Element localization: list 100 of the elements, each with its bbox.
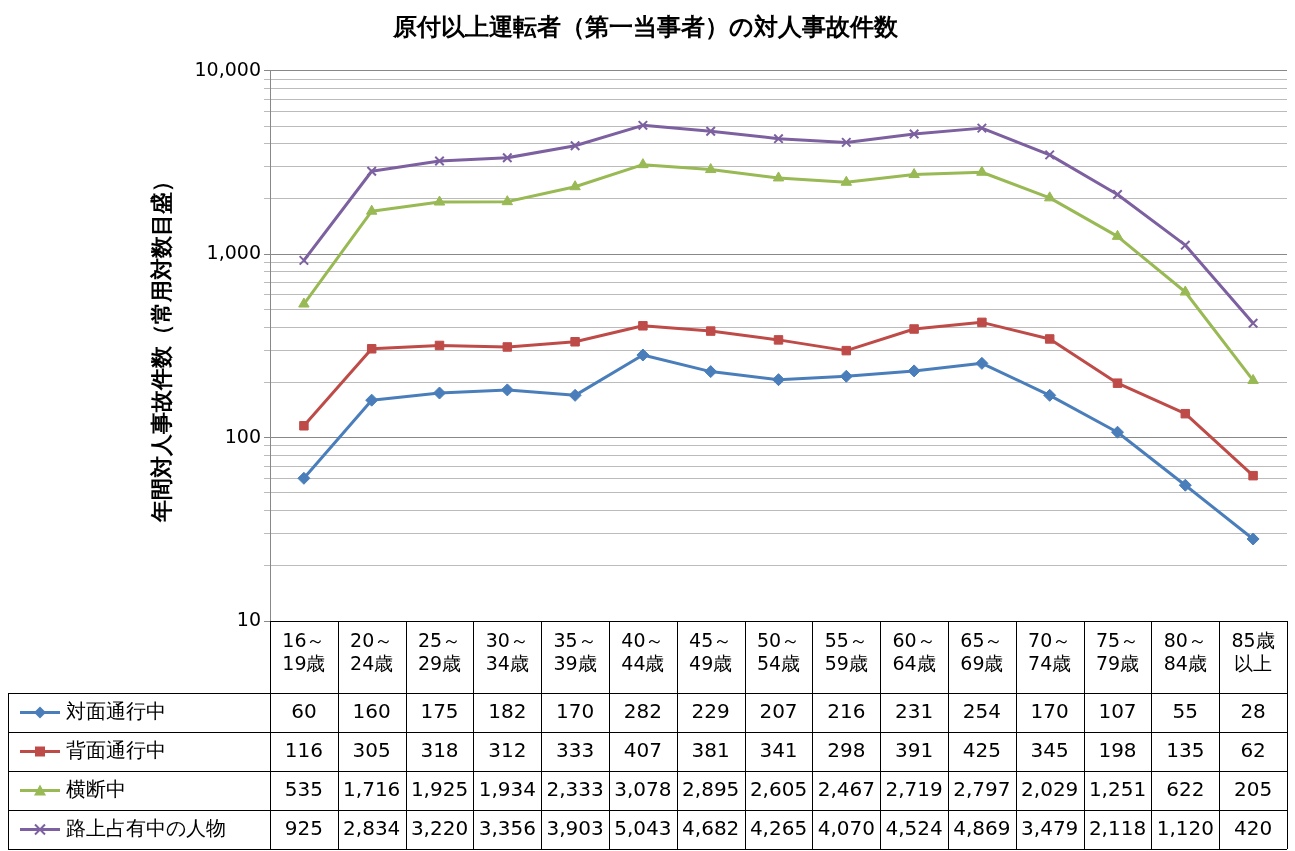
data-label: 1,120 (1156, 815, 1214, 840)
data-label: 4,682 (682, 815, 740, 840)
data-label: 2,834 (343, 815, 401, 840)
y-tick-label: 10,000 (194, 57, 261, 80)
data-label: 207 (759, 698, 798, 723)
data-label: 535 (284, 776, 323, 801)
data-label: 55 (1172, 698, 1199, 723)
point (1111, 229, 1124, 240)
point (366, 204, 378, 215)
data-label: 282 (623, 698, 662, 723)
data-label: 305 (352, 737, 391, 762)
data-label: 2,118 (1088, 815, 1147, 840)
point (1246, 532, 1260, 546)
point (977, 317, 987, 328)
point (841, 137, 852, 148)
y-tick-label: 100 (224, 424, 261, 447)
data-label: 62 (1240, 737, 1266, 762)
data-label: 28 (1240, 698, 1266, 723)
x-tick-label: 20～24歳 (350, 629, 394, 675)
data-label: 3,903 (546, 815, 604, 840)
point (636, 348, 650, 362)
data-label: 175 (420, 698, 459, 723)
x-tick-label: 40～44歳 (621, 629, 665, 675)
point (1044, 334, 1055, 344)
point (366, 344, 377, 354)
data-label: 2,719 (885, 776, 943, 801)
data-label: 2,797 (953, 776, 1011, 801)
point (502, 342, 513, 352)
data-label: 425 (962, 737, 1001, 762)
point (1044, 149, 1055, 161)
point (907, 364, 921, 378)
point (500, 383, 514, 397)
data-label: 5,043 (614, 815, 672, 840)
point (365, 393, 379, 407)
point (1247, 318, 1259, 329)
data-label: 1,925 (410, 776, 469, 801)
x-tick-label: 55～59歳 (824, 629, 868, 675)
data-label: 60 (291, 698, 317, 723)
data-label: 420 (1234, 815, 1273, 840)
point (841, 345, 852, 356)
point (299, 421, 309, 431)
point (908, 168, 920, 179)
x-tick-label: 85歳以上 (1231, 629, 1275, 675)
x-tick-label: 80～84歳 (1163, 629, 1207, 675)
data-label: 182 (488, 698, 527, 723)
data-label: 1,716 (343, 776, 401, 801)
point (434, 340, 445, 351)
data-label: 381 (691, 737, 730, 762)
x-tick-label: 70～74歳 (1028, 629, 1072, 675)
data-label: 341 (759, 737, 798, 762)
data-label: 205 (1234, 776, 1273, 801)
point (976, 122, 988, 134)
point (772, 171, 785, 182)
y-axis-title: 年間対人事故件数（常用対数目盛） (148, 169, 174, 523)
data-label: 3,479 (1021, 815, 1079, 840)
point (1043, 388, 1057, 402)
data-label: 116 (284, 737, 323, 762)
point (1112, 378, 1123, 388)
point (298, 255, 310, 266)
data-label: 2,895 (682, 776, 740, 801)
point (638, 321, 648, 331)
data-label: 1,251 (1088, 776, 1147, 801)
legend-label: 対面通行中 (66, 698, 166, 723)
point (1111, 425, 1124, 439)
data-label: 198 (1098, 737, 1137, 762)
data-label: 4,070 (817, 815, 875, 840)
data-label: 3,078 (614, 776, 672, 801)
x-tick-label: 50～54歳 (756, 629, 801, 675)
point (433, 195, 446, 206)
data-label: 407 (623, 737, 662, 762)
x-tick-label: 35～39歳 (553, 629, 597, 675)
chart-title: 原付以上運転者（第一当事者）の対人事故件数 (391, 12, 899, 41)
point (298, 297, 310, 308)
point (1179, 285, 1191, 296)
data-label: 135 (1166, 737, 1205, 762)
point (705, 326, 716, 336)
data-label: 4,869 (953, 815, 1011, 840)
x-tick-label: 25～29歳 (417, 629, 462, 675)
data-label: 2,467 (817, 776, 875, 801)
x-tick-label: 75～79歳 (1095, 629, 1140, 675)
data-label: 231 (895, 698, 934, 723)
point (773, 133, 784, 144)
data-label: 216 (827, 698, 866, 723)
point (773, 335, 784, 345)
data-label: 312 (488, 737, 527, 762)
legend-label: 路上占有中の人物 (66, 815, 226, 840)
point (502, 152, 513, 164)
legend-label: 横断中 (66, 776, 126, 801)
point (840, 175, 852, 186)
data-label: 2,333 (546, 776, 604, 801)
point (975, 356, 989, 370)
y-tick-label: 1,000 (206, 241, 261, 264)
data-label: 925 (284, 815, 323, 840)
x-tick-label: 16～19歳 (282, 629, 326, 675)
point (637, 158, 649, 169)
point (1112, 189, 1123, 200)
legend-label: 背面通行中 (66, 737, 166, 762)
point (839, 369, 853, 383)
data-label: 4,265 (749, 815, 808, 840)
data-label: 254 (962, 698, 1001, 723)
